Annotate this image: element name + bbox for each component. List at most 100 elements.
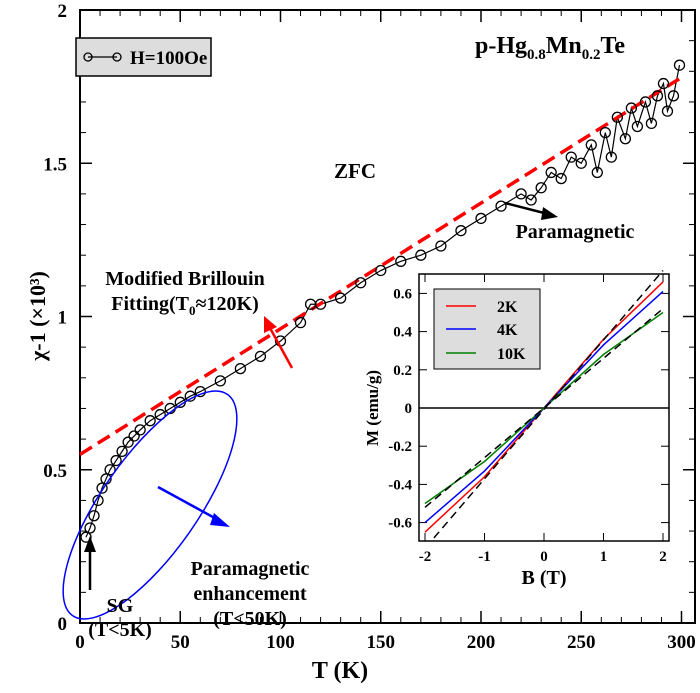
y-tick-label: 0.5 <box>43 461 67 482</box>
inset-x-tick-label: 0 <box>540 549 548 565</box>
inset-x-label: B (T) <box>522 567 567 589</box>
data-point <box>395 255 407 267</box>
x-tick-label: 0 <box>75 632 85 653</box>
sg-arrow <box>84 536 96 590</box>
data-point <box>605 151 617 163</box>
annotation-pe-2: enhancement <box>193 583 307 605</box>
legend-label-h100: H=100Oe <box>130 48 207 69</box>
data-point <box>435 240 447 252</box>
data-point <box>294 316 307 329</box>
annotation-pe-1: Paramagnetic <box>191 558 310 580</box>
data-point <box>515 188 527 200</box>
data-point <box>565 151 577 163</box>
data-point <box>88 510 100 522</box>
data-point <box>122 436 134 448</box>
x-tick-label: 100 <box>266 632 295 653</box>
data-point <box>455 225 467 237</box>
data-point <box>134 424 146 436</box>
inset-legend-4k: 4K <box>497 322 518 339</box>
y-tick-label: 2 <box>58 1 68 22</box>
data-point <box>84 522 96 534</box>
data-point <box>619 133 632 145</box>
inset-y-tick-label: 0.4 <box>393 325 412 341</box>
data-point <box>661 105 674 117</box>
annotation-pe-3: (T<50K) <box>213 608 287 630</box>
inset-frame <box>418 273 670 542</box>
fit-arrow <box>264 316 294 369</box>
data-point <box>415 249 427 261</box>
data-point <box>234 362 247 375</box>
data-point <box>651 90 664 102</box>
paramagnetic-arrow <box>504 201 558 220</box>
x-tick-label: 300 <box>667 632 696 653</box>
inset-x-tick-label: -1 <box>478 549 491 565</box>
y-tick-label: 1.5 <box>43 154 67 175</box>
data-point <box>128 430 140 442</box>
inset-y-tick-label: 0 <box>405 401 413 417</box>
data-point <box>355 277 367 289</box>
data-point <box>194 385 206 398</box>
data-point <box>96 482 108 494</box>
inset-legend-10k: 10K <box>497 346 526 363</box>
data-point <box>375 264 387 277</box>
data-point <box>645 117 658 130</box>
annotation-sg-2: (T<5K) <box>88 619 152 641</box>
data-point <box>657 77 670 90</box>
data-line <box>85 65 681 538</box>
inset-y-tick-label: 0.2 <box>393 363 412 379</box>
x-axis-label: T (K) <box>312 658 368 684</box>
data-point <box>475 212 487 225</box>
data-point <box>673 59 686 71</box>
data-point <box>585 139 597 151</box>
data-point <box>144 415 156 427</box>
inset-y-tick-label: -0.4 <box>388 477 412 493</box>
data-point <box>667 90 680 102</box>
data-point <box>116 445 128 458</box>
inset-series-10K <box>424 311 664 505</box>
data-point <box>611 111 623 123</box>
data-point <box>254 350 267 362</box>
data-point <box>314 298 327 310</box>
data-point <box>104 464 116 476</box>
data-point <box>525 194 537 206</box>
data-point <box>545 166 557 179</box>
data-point <box>555 172 567 185</box>
inset-y-label: M (emu/g) <box>363 370 382 446</box>
x-tick-label: 150 <box>367 632 396 653</box>
data-point <box>575 157 587 169</box>
data-point <box>214 375 227 387</box>
data-point <box>599 126 611 139</box>
fit-line <box>79 75 683 456</box>
data-point <box>334 292 347 304</box>
inset-legend-2k: 2K <box>497 299 518 316</box>
data-point <box>639 96 652 108</box>
data-point <box>625 102 638 114</box>
enhancement-arrow <box>157 485 230 527</box>
annotation-fit-1: Modified Brillouin <box>105 268 264 290</box>
data-point <box>535 182 547 194</box>
inset-legend: 2K 4K 10K <box>433 288 541 370</box>
x-tick-label: 50 <box>171 632 190 653</box>
inset-x-tick-label: 1 <box>600 549 608 565</box>
enhancement-ellipse <box>62 390 238 620</box>
inset-x-tick-label: 2 <box>659 549 667 565</box>
x-tick-label: 200 <box>467 632 496 653</box>
data-point <box>591 166 603 179</box>
data-point <box>110 454 122 467</box>
inset-y-tick-label: -0.2 <box>388 439 412 455</box>
main-legend: H=100Oe <box>75 37 212 77</box>
data-point <box>154 408 166 421</box>
x-tick-label: 250 <box>567 632 596 653</box>
data-point <box>80 531 92 543</box>
y-tick-label: 0 <box>58 614 68 635</box>
annotation-paramagnetic: Paramagnetic <box>516 221 635 243</box>
annotation-fit-2: Fitting(T0≈120K) <box>111 293 258 318</box>
inset-x-tick-label: -2 <box>419 549 432 565</box>
y-tick-label: 1 <box>58 308 68 329</box>
data-point <box>495 200 507 212</box>
annotation-zfc: ZFC <box>334 159 376 183</box>
data-point <box>631 120 644 133</box>
annotation-sg-1: SG <box>107 595 134 617</box>
chart-title: p-Hg0.8Mn0.2Te <box>475 33 625 63</box>
